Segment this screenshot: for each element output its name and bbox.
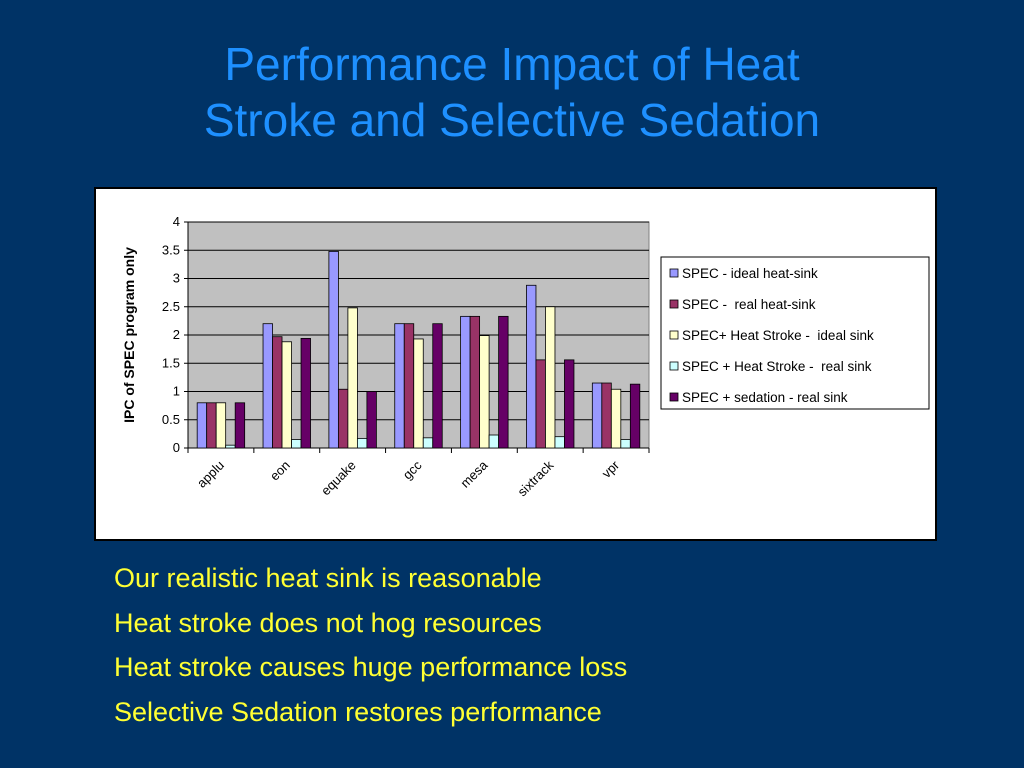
bar bbox=[498, 315, 509, 449]
bar bbox=[262, 323, 273, 449]
y-tick-label: 4 bbox=[173, 214, 180, 229]
legend-label: SPEC + sedation - real sink bbox=[682, 390, 848, 405]
bullet-list: Our realistic heat sink is reasonable He… bbox=[114, 560, 627, 738]
bar bbox=[206, 402, 217, 449]
y-tick-label: 1 bbox=[173, 384, 180, 399]
bar bbox=[469, 315, 481, 449]
x-tick-label: equake bbox=[318, 458, 359, 499]
bar bbox=[234, 402, 246, 449]
bar bbox=[347, 307, 358, 449]
bar bbox=[554, 436, 565, 449]
legend-swatch bbox=[669, 330, 679, 340]
legend-label: SPEC+ Heat Stroke - ideal sink bbox=[682, 328, 874, 343]
bar bbox=[281, 341, 292, 449]
y-tick-label: 1.5 bbox=[162, 355, 180, 370]
y-tick-label: 3 bbox=[173, 271, 180, 286]
bar bbox=[620, 439, 631, 449]
bar bbox=[432, 323, 443, 449]
chart-frame: 0 0.5 1 1.5 2 2.5 3 3.5 4 IPC of SPEC program onl… bbox=[94, 187, 937, 541]
y-tick-label: 0.5 bbox=[162, 412, 180, 427]
y-axis-label: IPC of SPEC program only bbox=[121, 247, 137, 423]
bar bbox=[215, 402, 227, 449]
bar bbox=[601, 382, 612, 449]
x-tick-label: sixtrack bbox=[515, 457, 557, 499]
bar bbox=[488, 434, 500, 449]
y-tick-label: 0 bbox=[173, 440, 180, 455]
y-tick-label: 2.5 bbox=[162, 299, 180, 314]
slide-title: Performance Impact of Heat Stroke and Se… bbox=[0, 36, 1024, 148]
bar bbox=[403, 323, 415, 449]
bar bbox=[591, 382, 603, 449]
legend-label: SPEC - real heat-sink bbox=[682, 297, 816, 312]
bar bbox=[356, 437, 368, 449]
bar bbox=[479, 335, 490, 449]
bar bbox=[366, 391, 377, 449]
legend-label: SPEC + Heat Stroke - real sink bbox=[682, 359, 872, 374]
legend-swatch bbox=[669, 392, 679, 402]
x-tick-label: applu bbox=[194, 458, 227, 491]
bullet-item: Selective Sedation restores performance bbox=[114, 696, 602, 727]
y-tick-label: 3.5 bbox=[162, 242, 180, 257]
bar bbox=[422, 437, 434, 449]
title-line-1: Performance Impact of Heat bbox=[224, 38, 800, 90]
bar bbox=[300, 337, 311, 449]
bar bbox=[291, 439, 302, 449]
bar bbox=[272, 336, 283, 449]
bullet-item: Heat stroke does not hog resources bbox=[114, 607, 542, 638]
bar bbox=[629, 383, 641, 449]
bar bbox=[337, 388, 349, 449]
bar bbox=[535, 359, 546, 449]
title-line-2: Stroke and Selective Sedation bbox=[203, 94, 821, 146]
bar bbox=[564, 359, 575, 449]
bar-chart: 0 0.5 1 1.5 2 2.5 3 3.5 4 IPC of SPEC program onl… bbox=[121, 214, 930, 499]
bar bbox=[460, 315, 471, 449]
bar bbox=[225, 444, 236, 449]
bar bbox=[413, 338, 424, 449]
legend-label: SPEC - ideal heat-sink bbox=[682, 266, 818, 281]
bullet-item: Heat stroke causes huge performance loss bbox=[114, 652, 628, 682]
legend-swatch bbox=[669, 361, 679, 371]
x-tick-label: vpr bbox=[599, 457, 623, 481]
legend-box bbox=[660, 256, 930, 410]
legend-swatch bbox=[669, 299, 679, 309]
x-tick-label: mesa bbox=[457, 457, 491, 491]
x-tick-label: gcc bbox=[400, 457, 425, 482]
y-tick-label: 2 bbox=[173, 327, 180, 342]
bar bbox=[394, 323, 405, 449]
bar bbox=[610, 388, 622, 449]
x-tick-label: eon bbox=[267, 458, 293, 484]
bullet-item: Our realistic heat sink is reasonable bbox=[114, 563, 542, 593]
legend-swatch bbox=[669, 268, 679, 278]
bar bbox=[328, 250, 339, 449]
bar bbox=[545, 306, 556, 449]
bar bbox=[526, 284, 537, 449]
bar bbox=[196, 402, 208, 449]
